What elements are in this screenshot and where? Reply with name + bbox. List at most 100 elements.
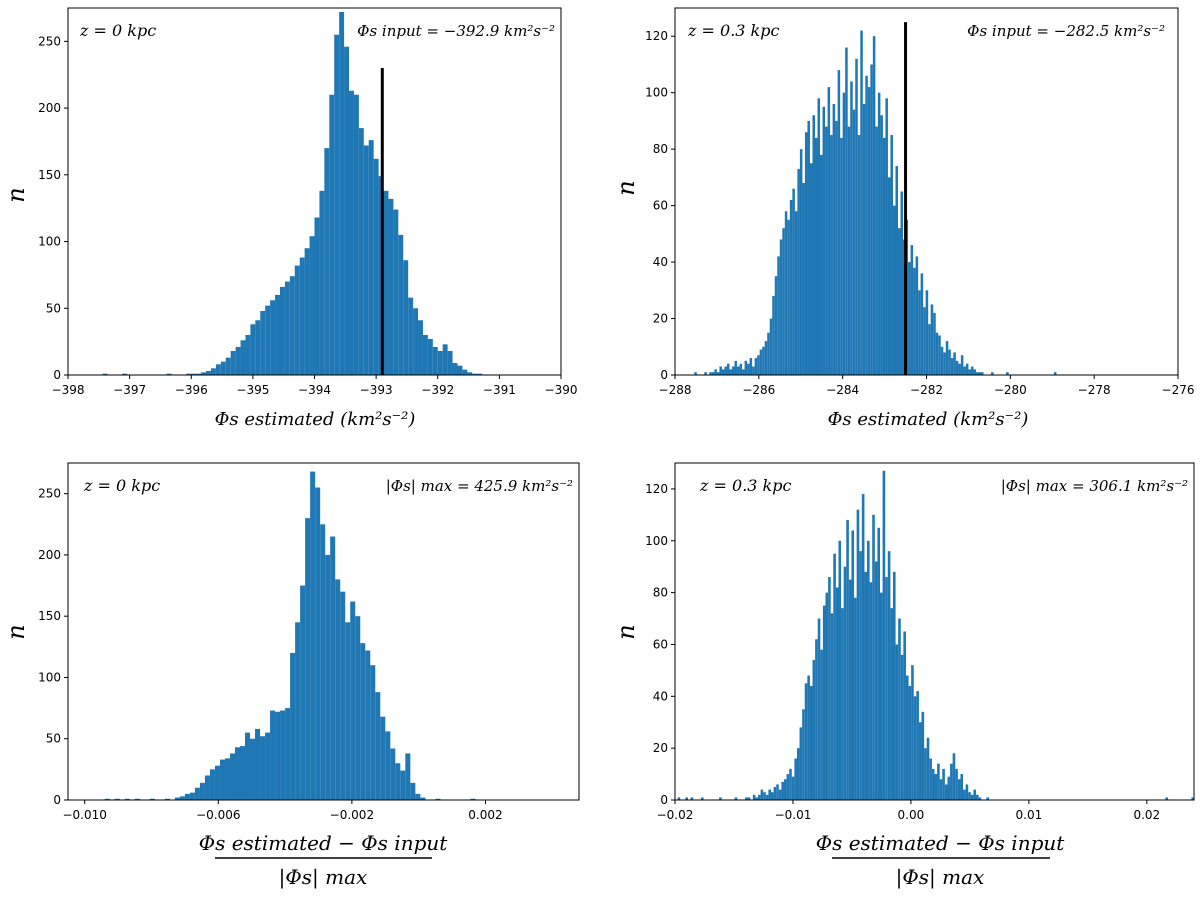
histogram-bar: [812, 660, 816, 800]
histogram-bar: [734, 360, 738, 375]
histogram-bar: [164, 798, 170, 800]
histogram-bar: [726, 363, 730, 375]
y-tick-label: 150: [38, 609, 61, 623]
histogram-bar: [921, 711, 925, 800]
histogram-bar: [747, 363, 750, 375]
x-tick-label: −280: [994, 383, 1027, 397]
histogram-bar: [690, 797, 694, 800]
histogram-bar: [980, 372, 984, 375]
histogram-bar: [929, 758, 932, 800]
histogram-bar: [704, 372, 707, 375]
histogram-bar: [290, 652, 296, 800]
histogram-bar: [124, 798, 130, 800]
histogram-bar: [935, 332, 939, 375]
y-tick-label: 250: [38, 34, 61, 48]
histogram-bar: [275, 711, 281, 800]
x-tick-label: −398: [52, 383, 85, 397]
x-tick-label: −278: [1078, 383, 1111, 397]
histogram-bar: [905, 675, 909, 800]
histogram-bar: [833, 553, 836, 800]
histogram-bar: [230, 350, 236, 375]
histogram-bar: [204, 775, 210, 800]
histogram-bar: [970, 794, 974, 800]
histogram-bar: [709, 372, 712, 375]
panel-bottom-right: −0.02 −0.01 0.00 0.01 0.02 0 20 40 60 80 100 120 z …: [612, 462, 1195, 890]
histogram-bar: [437, 350, 443, 375]
histogram-bar: [986, 797, 989, 800]
annotation-z: z = 0 kpc: [79, 21, 156, 40]
x-tick-label: 0.02: [1133, 808, 1160, 822]
histogram-bar: [309, 236, 315, 375]
histogram-bar: [882, 470, 886, 800]
histogram-bar: [875, 126, 878, 375]
x-axis-label-numerator: Φs estimated − Φs input: [816, 831, 1066, 855]
histogram-bar: [122, 373, 128, 375]
histogram-bar: [250, 738, 256, 800]
panel-bottom-left: −0.010 −0.006 −0.002 0.002 0 50 100 150 200 250 z…: [2, 462, 580, 890]
histogram-bar: [758, 794, 761, 800]
histogram-bar: [420, 797, 426, 800]
histogram-bar: [840, 137, 843, 375]
histogram-bar: [877, 92, 881, 375]
histogram-bar: [477, 373, 483, 375]
histogram-bar: [783, 779, 787, 800]
histogram-bar: [958, 363, 961, 375]
histogram-bar: [763, 792, 766, 800]
histogram-bar: [887, 177, 891, 375]
x-tick-label: −0.010: [62, 808, 106, 822]
histogram-bar: [1191, 797, 1194, 800]
x-tick-label: −396: [175, 383, 208, 397]
histogram-bar: [942, 768, 945, 800]
histogram-bar: [196, 373, 202, 375]
histogram-bar: [771, 792, 774, 800]
histogram-bar: [918, 722, 922, 800]
histogram-bar: [149, 798, 155, 800]
histogram-bar: [219, 759, 225, 800]
histogram-bar: [859, 551, 862, 800]
annotation-max: |Φs| max = 425.9 km²s⁻²: [386, 477, 573, 495]
x-tick-label: −282: [910, 383, 943, 397]
histogram-bar: [744, 360, 748, 375]
histogram-bar: [944, 784, 948, 800]
histogram-bar: [403, 260, 409, 375]
histogram-bar: [825, 592, 829, 800]
histogram-bar: [270, 710, 276, 800]
histogram-bar: [427, 338, 433, 375]
histogram-bar: [807, 675, 810, 800]
histogram-bar: [860, 30, 863, 376]
axis-ticks: −0.010 −0.006 −0.002 0.002 0 50 100 150 200 250: [38, 487, 503, 822]
histogram-bar: [830, 613, 834, 800]
histogram-bar: [950, 358, 954, 375]
histogram-bar: [856, 509, 860, 800]
x-tick-label: −392: [421, 383, 454, 397]
x-tick-label: −276: [1162, 383, 1195, 397]
histogram-bar: [742, 369, 745, 375]
histogram-bar: [294, 265, 300, 375]
histogram-bar: [334, 34, 340, 375]
histogram-bar: [827, 87, 831, 376]
histogram-bar: [768, 789, 772, 800]
histogram-bar: [968, 369, 971, 375]
histogram-bar: [174, 797, 180, 800]
histogram-bar: [739, 363, 743, 375]
histogram-bar: [260, 310, 266, 375]
histogram-bar: [804, 132, 808, 375]
histogram-bar: [184, 793, 190, 800]
histogram-bar: [355, 616, 361, 800]
histogram-bars: [677, 470, 1194, 800]
histogram-bar: [865, 75, 868, 375]
histogram-bar: [325, 554, 331, 800]
histogram-bar: [344, 46, 350, 375]
histogram-bar: [918, 290, 921, 375]
histogram-bar: [965, 363, 969, 375]
x-axis-label-denominator: |Φs| max: [279, 865, 368, 890]
histogram-bar: [365, 650, 371, 800]
histogram-bar: [900, 191, 904, 375]
histogram-bar: [166, 373, 172, 375]
histogram-bar: [747, 797, 751, 800]
histogram-bar: [815, 137, 818, 375]
histogram-bar: [898, 618, 901, 800]
histogram-bar: [842, 92, 846, 375]
x-tick-label: −0.006: [196, 808, 240, 822]
y-axis-label: n: [2, 624, 30, 639]
